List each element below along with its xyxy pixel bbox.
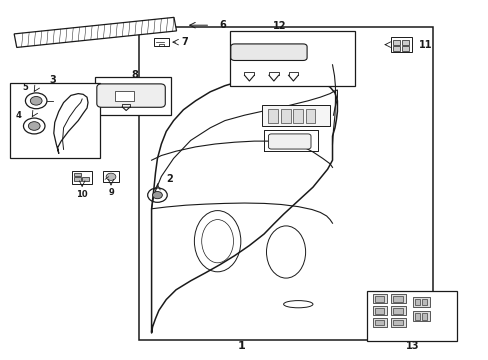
Bar (372, 294, 386, 303)
Bar (139, 27, 432, 340)
Text: 13: 13 (405, 341, 418, 351)
Bar (72, 171, 92, 184)
Bar (374, 308, 384, 314)
Bar (374, 296, 384, 302)
Text: 4: 4 (15, 111, 21, 120)
Bar (229, 31, 354, 86)
Bar (366, 291, 456, 341)
Bar (390, 37, 411, 52)
Bar (374, 320, 384, 325)
Text: 3: 3 (49, 75, 56, 85)
Text: 11: 11 (418, 40, 431, 50)
Bar (392, 308, 402, 314)
Text: 6: 6 (219, 20, 225, 30)
Bar (421, 299, 426, 305)
Text: 5: 5 (22, 83, 28, 92)
Bar (392, 46, 399, 51)
Text: 1: 1 (238, 341, 245, 351)
Bar (412, 297, 429, 307)
Circle shape (152, 192, 162, 199)
Circle shape (106, 173, 116, 180)
Bar (390, 318, 405, 327)
FancyBboxPatch shape (268, 134, 310, 149)
Bar (10, 83, 100, 158)
Bar (95, 77, 171, 115)
Bar (74, 173, 81, 176)
Text: 7: 7 (181, 37, 188, 47)
FancyBboxPatch shape (230, 44, 306, 60)
Bar (421, 313, 426, 320)
Bar (372, 306, 386, 315)
Bar (74, 177, 81, 181)
Bar (115, 91, 134, 101)
Text: 9: 9 (108, 189, 114, 198)
Bar (267, 109, 277, 123)
Circle shape (28, 122, 40, 130)
Bar (392, 296, 402, 302)
Bar (261, 105, 329, 126)
Text: 2: 2 (166, 174, 173, 184)
Bar (401, 40, 408, 45)
Text: 8: 8 (131, 70, 138, 80)
Bar (414, 313, 419, 320)
Bar (392, 320, 402, 325)
Text: 10: 10 (76, 190, 88, 199)
Bar (401, 46, 408, 51)
Bar (281, 109, 290, 123)
FancyBboxPatch shape (97, 84, 165, 107)
Bar (82, 177, 88, 181)
Bar (14, 17, 176, 48)
Bar (293, 109, 303, 123)
Bar (414, 299, 419, 305)
Bar (390, 294, 405, 303)
Circle shape (30, 96, 42, 105)
Bar (372, 318, 386, 327)
Bar (154, 38, 168, 46)
Bar (102, 171, 119, 182)
Text: 12: 12 (272, 21, 286, 31)
Bar (390, 306, 405, 315)
Bar (412, 311, 429, 321)
Bar (392, 40, 399, 45)
Bar (305, 109, 315, 123)
